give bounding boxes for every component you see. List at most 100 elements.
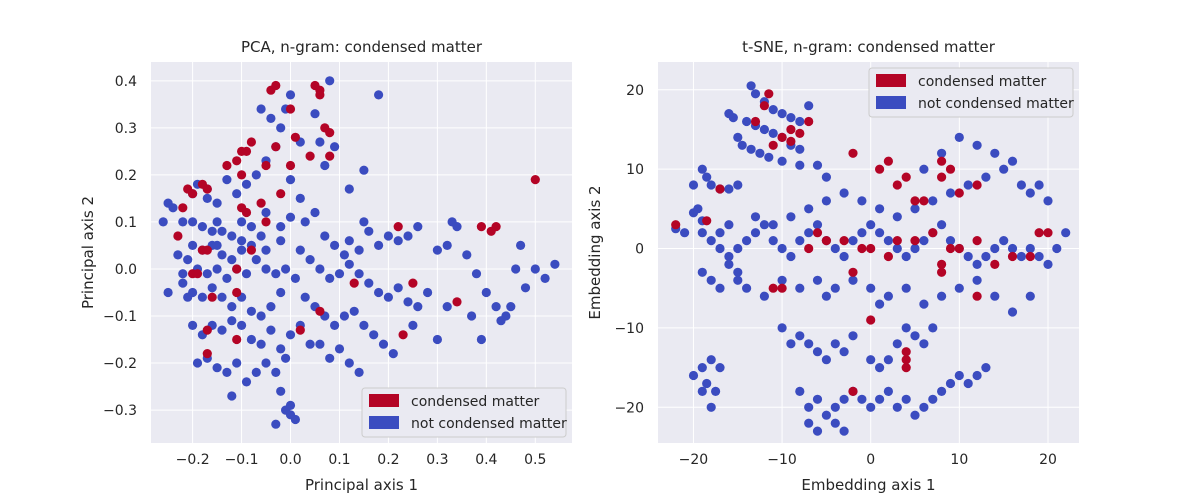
tsne-condensed-point bbox=[875, 164, 885, 174]
tsne-not-condensed-point bbox=[724, 251, 734, 262]
pca-condensed-point bbox=[349, 278, 359, 288]
pca-not-condensed-point bbox=[540, 273, 550, 283]
pca-not-condensed-point bbox=[237, 236, 247, 246]
tsne-not-condensed-point bbox=[883, 355, 894, 365]
pca-not-condensed-point bbox=[227, 302, 237, 312]
pca-not-condensed-point bbox=[506, 302, 516, 312]
tsne-condensed-point bbox=[848, 267, 858, 277]
pca-condensed-point bbox=[295, 325, 305, 335]
tsne-y-tick-label: 20 bbox=[626, 83, 644, 99]
tsne-condensed-point bbox=[857, 243, 867, 254]
pca-not-condensed-point bbox=[374, 240, 384, 250]
pca-not-condensed-point bbox=[310, 207, 320, 218]
tsne-not-condensed-point bbox=[786, 212, 796, 222]
tsne-not-condensed-point bbox=[786, 251, 796, 262]
tsne-not-condensed-point bbox=[981, 172, 991, 182]
tsne-condensed-point bbox=[954, 243, 964, 254]
tsne-not-condensed-point bbox=[1007, 243, 1018, 254]
pca-not-condensed-point bbox=[403, 231, 413, 241]
pca-y-tick-label: −0.3 bbox=[103, 403, 137, 419]
pca-tick-labels: −0.2 −0.1 0.0 0.1 0.2 0.3 0.4 0.5 −0.3 −0.2 −0.1 0.… bbox=[103, 74, 546, 468]
tsne-condensed-point bbox=[972, 180, 982, 190]
pca-not-condensed-point bbox=[178, 269, 188, 279]
tsne-not-condensed-point bbox=[963, 251, 973, 262]
tsne-not-condensed-point bbox=[812, 220, 823, 230]
pca-not-condensed-point bbox=[188, 217, 198, 227]
pca-not-condensed-point bbox=[256, 311, 266, 321]
tsne-not-condensed-point bbox=[697, 363, 707, 373]
pca-not-condensed-point bbox=[310, 109, 320, 119]
tsne-not-condensed-point bbox=[1034, 180, 1044, 190]
pca-not-condensed-point bbox=[202, 193, 212, 203]
pca-not-condensed-point bbox=[432, 245, 442, 255]
tsne-not-condensed-point bbox=[839, 394, 849, 404]
tsne-condensed-point bbox=[972, 236, 982, 246]
pca-not-condensed-point bbox=[183, 255, 193, 265]
tsne-not-condensed-point bbox=[954, 370, 964, 381]
tsne-not-condensed-point bbox=[746, 81, 756, 91]
pca-not-condensed-point bbox=[246, 306, 256, 316]
pca-not-condensed-point bbox=[359, 320, 369, 330]
pca-not-condensed-point bbox=[188, 320, 198, 330]
pca-not-condensed-point bbox=[163, 287, 173, 298]
tsne-not-condensed-point bbox=[795, 331, 805, 341]
tsne-not-condensed-point bbox=[786, 339, 796, 349]
tsne-not-condensed-point bbox=[945, 188, 956, 198]
tsne-not-condensed-point bbox=[680, 228, 690, 238]
tsne-not-condensed-point bbox=[866, 402, 876, 412]
tsne-not-condensed-point bbox=[839, 426, 849, 436]
tsne-not-condensed-point bbox=[715, 228, 725, 238]
tsne-not-condensed-point bbox=[804, 402, 814, 412]
pca-not-condensed-point bbox=[197, 222, 207, 232]
pca-not-condensed-point bbox=[491, 302, 501, 312]
pca-not-condensed-point bbox=[251, 255, 261, 265]
tsne-not-condensed-point bbox=[804, 204, 814, 214]
pca-not-condensed-point bbox=[520, 283, 531, 293]
pca-condensed-point bbox=[202, 184, 212, 194]
tsne-not-condensed-point bbox=[839, 347, 849, 357]
tsne-not-condensed-point bbox=[866, 283, 876, 293]
tsne-not-condensed-point bbox=[919, 164, 929, 174]
tsne-not-condensed-point bbox=[910, 204, 920, 214]
pca-x-axis-label: Principal axis 1 bbox=[305, 476, 418, 494]
pca-x-tick-label: 0.2 bbox=[377, 452, 399, 468]
pca-condensed-point bbox=[232, 156, 242, 166]
pca-not-condensed-point bbox=[285, 90, 296, 100]
pca-not-condensed-point bbox=[315, 264, 325, 274]
pca-not-condensed-point bbox=[251, 367, 261, 377]
pca-not-condensed-point bbox=[197, 292, 207, 302]
tsne-legend-label-condensed: condensed matter bbox=[918, 74, 1047, 90]
tsne-not-condensed-point bbox=[928, 323, 938, 333]
pca-not-condensed-point bbox=[295, 193, 305, 203]
tsne-not-condensed-point bbox=[1016, 180, 1026, 190]
pca-condensed-point bbox=[232, 264, 242, 274]
pca-not-condensed-point bbox=[276, 236, 286, 246]
tsne-not-condensed-point bbox=[1025, 291, 1035, 301]
tsne-not-condensed-point bbox=[937, 148, 947, 158]
tsne-not-condensed-point bbox=[954, 132, 964, 142]
pca-not-condensed-point bbox=[281, 353, 291, 363]
tsne-not-condensed-point bbox=[883, 386, 894, 396]
tsne-condensed-point bbox=[937, 156, 947, 166]
tsne-y-tick-label: −10 bbox=[614, 321, 644, 337]
pca-not-condensed-point bbox=[237, 217, 247, 227]
tsne-not-condensed-point bbox=[728, 113, 738, 123]
pca-x-tick-label: 0.0 bbox=[279, 452, 301, 468]
tsne-scatter-panel: −20 −10 0 10 20 −20 −10 0 10 20 t-SNE, n-gram: co… bbox=[586, 38, 1079, 494]
pca-not-condensed-point bbox=[212, 217, 222, 227]
pca-condensed-point bbox=[408, 278, 418, 288]
pca-condensed-point bbox=[530, 175, 540, 185]
tsne-condensed-point bbox=[937, 172, 947, 182]
pca-condensed-point bbox=[202, 245, 212, 255]
pca-y-tick-label: −0.2 bbox=[103, 356, 137, 372]
pca-condensed-point bbox=[276, 189, 286, 199]
pca-not-condensed-point bbox=[227, 391, 237, 401]
pca-condensed-point bbox=[202, 325, 212, 335]
tsne-not-condensed-point bbox=[875, 228, 885, 238]
pca-not-condensed-point bbox=[168, 203, 178, 213]
tsne-not-condensed-point bbox=[742, 283, 752, 293]
tsne-not-condensed-point bbox=[1043, 196, 1053, 206]
pca-not-condensed-point bbox=[330, 320, 340, 330]
pca-not-condensed-point bbox=[383, 292, 393, 302]
